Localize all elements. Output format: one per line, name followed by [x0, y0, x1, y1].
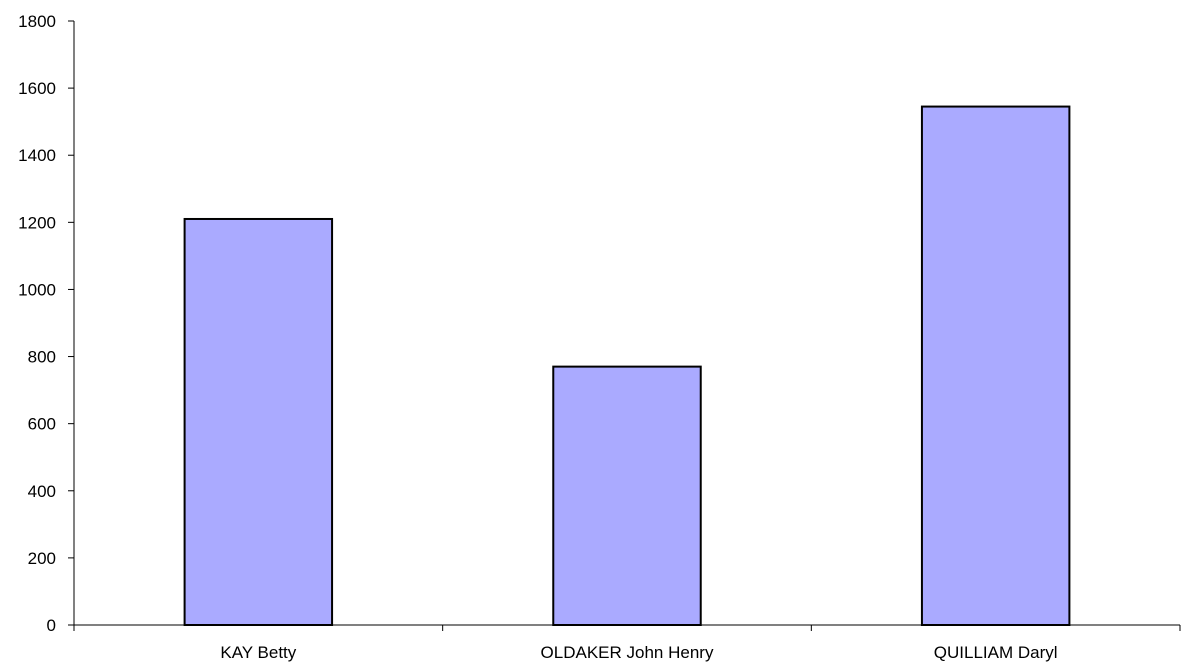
labels-layer: 0 200 400 600 800 1000 1200 1400 1600 1800 KAY Bet…: [18, 12, 1057, 662]
bar: [920, 105, 1071, 627]
x-category-label: QUILLIAM Daryl: [934, 643, 1058, 662]
y-tick-label: 1200: [18, 213, 56, 232]
y-tick-label: 1400: [18, 146, 56, 165]
y-tick-label: 400: [28, 482, 56, 501]
y-tick-label: 0: [47, 616, 56, 635]
bars-layer: [183, 105, 1071, 627]
x-category-label: OLDAKER John Henry: [541, 643, 714, 662]
y-tick-label: 1000: [18, 280, 56, 299]
y-tick-label: 1600: [18, 79, 56, 98]
bar: [183, 217, 334, 626]
y-tick-label: 800: [28, 348, 56, 367]
y-tick-label: 1800: [18, 12, 56, 31]
axes-layer: [68, 20, 1181, 631]
bar: [552, 365, 702, 626]
y-tick-label: 200: [28, 549, 56, 568]
y-tick-label: 600: [28, 415, 56, 434]
x-category-label: KAY Betty: [220, 643, 296, 662]
